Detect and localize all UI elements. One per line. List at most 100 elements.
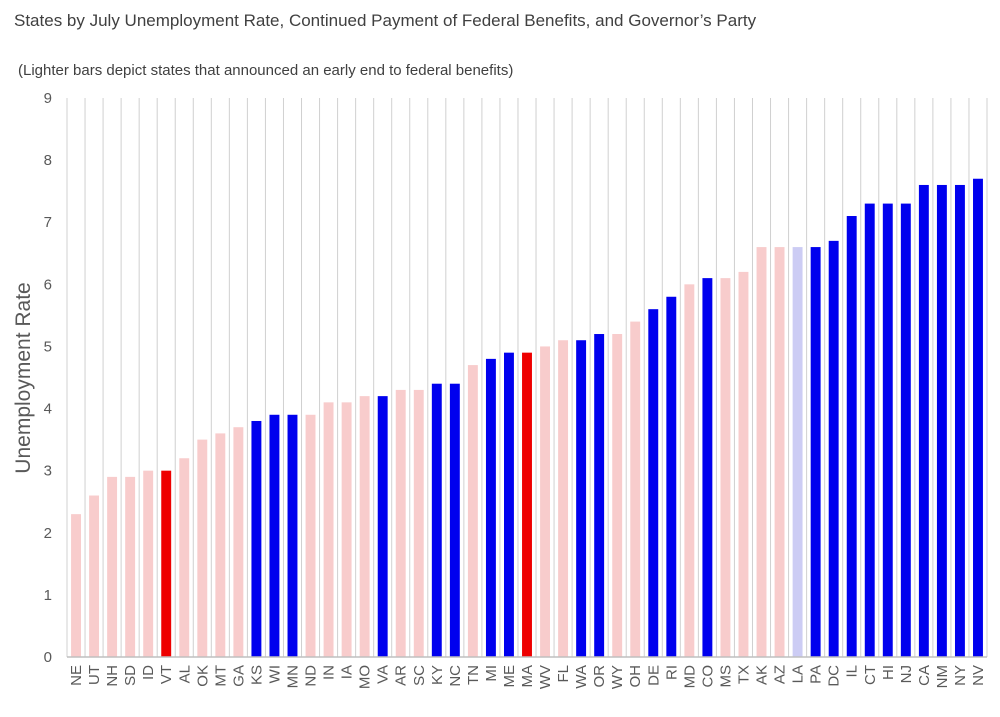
bar-sd	[125, 476, 136, 657]
x-tick-label: SD	[122, 665, 139, 686]
bar-ak	[756, 247, 767, 657]
x-tick-label: KS	[248, 665, 265, 685]
x-tick-label: NE	[68, 665, 85, 686]
bar-nv	[973, 178, 983, 658]
x-tick-label: FL	[555, 665, 572, 683]
bar-ma	[522, 352, 532, 657]
bar-wi	[269, 414, 280, 657]
y-tick-label: 5	[44, 338, 52, 355]
x-tick-label: MA	[519, 665, 536, 688]
bar-ny	[954, 184, 965, 657]
x-tick-label: IA	[339, 665, 356, 679]
y-tick-label: 4	[44, 401, 52, 418]
bar-fl	[558, 340, 569, 657]
x-tick-label: AK	[754, 665, 771, 685]
bar-pa	[810, 247, 821, 657]
bar-nm	[936, 184, 947, 657]
bar-ca	[918, 184, 929, 657]
bar-in	[323, 402, 334, 657]
x-tick-label: WA	[573, 665, 590, 689]
bar-ia	[341, 402, 352, 657]
x-tick-label: DC	[826, 665, 843, 687]
bar-az	[774, 247, 785, 657]
bar-md	[684, 284, 695, 657]
chart-subtitle: (Lighter bars depict states that announc…	[18, 62, 514, 79]
bar-ri	[666, 296, 677, 657]
x-tick-label: OR	[591, 665, 608, 688]
x-tick-label: UT	[86, 665, 103, 685]
bar-dc	[828, 240, 839, 658]
bar-ut	[89, 495, 100, 657]
y-tick-label: 8	[44, 152, 52, 169]
bar-ne	[71, 514, 81, 657]
y-tick-label: 2	[44, 525, 52, 542]
x-tick-label: PA	[808, 665, 825, 684]
x-tick-label: KY	[429, 665, 446, 685]
bar-hi	[882, 203, 893, 657]
x-tick-label: MO	[357, 665, 374, 689]
x-tick-label: LA	[790, 665, 807, 683]
chart-title: States by July Unemployment Rate, Contin…	[14, 11, 757, 30]
x-tick-label: MI	[483, 665, 500, 682]
x-tick-label: WY	[609, 665, 626, 689]
x-tick-label: OK	[194, 665, 211, 687]
x-tick-label: NV	[970, 665, 987, 686]
bar-ok	[197, 439, 208, 657]
gridlines	[66, 98, 988, 657]
bar-oh	[630, 321, 641, 657]
bar-me	[504, 352, 514, 657]
y-tick-label: 7	[44, 214, 52, 231]
x-tick-label: HI	[880, 665, 897, 680]
bar-va	[377, 396, 388, 657]
y-tick-label: 1	[44, 587, 52, 604]
x-tick-label: TN	[465, 665, 482, 685]
bar-ga	[233, 427, 244, 657]
x-tick-label: ID	[140, 665, 157, 680]
y-tick-label: 3	[44, 463, 52, 480]
x-tick-label: CT	[862, 665, 879, 685]
x-tick-label: VA	[375, 665, 392, 684]
bar-ky	[431, 383, 442, 657]
bar-nd	[305, 414, 316, 657]
x-tick-label: MD	[681, 665, 698, 688]
x-tick-label: NM	[934, 665, 951, 688]
bar-ct	[864, 203, 875, 657]
bar-mn	[287, 414, 298, 657]
x-tick-label: CO	[699, 665, 716, 688]
bar-nh	[107, 476, 118, 657]
bar-wy	[612, 334, 623, 657]
bars	[71, 178, 983, 658]
bar-or	[594, 334, 605, 657]
bar-nc	[449, 383, 460, 657]
x-tick-label: NH	[104, 665, 121, 687]
x-tick-label: SC	[411, 665, 428, 686]
bar-de	[648, 309, 659, 657]
bar-wa	[576, 340, 587, 657]
y-tick-label: 6	[44, 276, 52, 293]
x-tick-labels: NE UT NH SD ID VT AL OK MT GA KS WI MN ND IN IA MO VA AR SC…	[68, 665, 987, 689]
bar-vt	[161, 470, 172, 657]
x-tick-label: WV	[537, 665, 554, 689]
x-tick-label: IL	[844, 665, 861, 678]
bar-wv	[540, 346, 550, 657]
y-tick-labels: 0 1 2 3 4 5 6 7 8 9	[44, 90, 52, 666]
x-tick-label: NY	[952, 665, 969, 686]
bar-il	[846, 216, 857, 657]
bar-sc	[413, 389, 424, 657]
x-tick-label: OH	[627, 665, 644, 688]
y-tick-label: 9	[44, 90, 52, 107]
x-tick-label: GA	[230, 665, 247, 687]
x-tick-label: RI	[663, 665, 680, 680]
x-tick-label: IN	[321, 665, 338, 680]
x-tick-label: NC	[447, 665, 464, 687]
bar-co	[702, 278, 713, 657]
x-tick-label: CA	[916, 665, 933, 686]
x-tick-label: WI	[266, 665, 283, 683]
bar-ar	[395, 389, 406, 657]
x-tick-label: MS	[717, 665, 734, 688]
bar-mo	[359, 396, 370, 657]
x-tick-label: MT	[212, 665, 229, 687]
x-tick-label: DE	[645, 665, 662, 686]
x-tick-label: NJ	[898, 665, 915, 683]
